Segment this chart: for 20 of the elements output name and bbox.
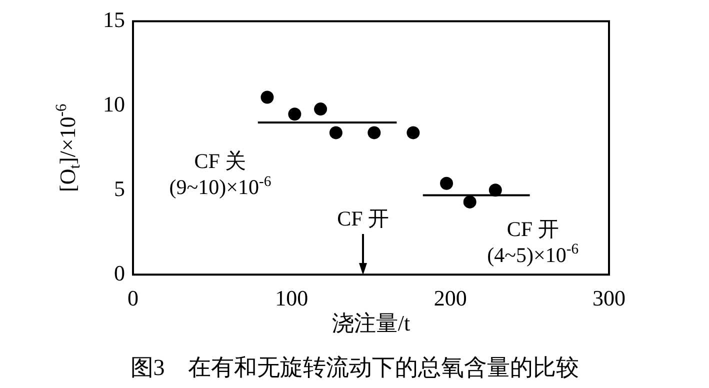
y-tick-label: 15 — [103, 6, 125, 32]
caption: 图3 在有和无旋转流动下的总氧含量的比较 — [129, 354, 580, 382]
point — [463, 195, 476, 208]
x-tick-label: 100 — [275, 286, 308, 311]
point — [488, 184, 502, 197]
y-tick-label: 0 — [114, 260, 125, 286]
point — [406, 126, 420, 140]
y-axis-title: [Ot]/×10-6 — [53, 104, 84, 192]
x-tick-label: 300 — [592, 286, 626, 311]
annotation: CF 开 — [337, 206, 390, 231]
point — [440, 176, 454, 190]
x-tick-label: 200 — [434, 286, 467, 311]
y-tick-label: 10 — [103, 91, 125, 116]
point — [314, 102, 328, 116]
y-tick-label: 5 — [114, 176, 125, 201]
point — [368, 126, 381, 140]
point — [329, 126, 342, 140]
point — [288, 108, 302, 121]
x-axis-title: 浇注量/t — [332, 310, 410, 336]
point — [260, 90, 274, 104]
